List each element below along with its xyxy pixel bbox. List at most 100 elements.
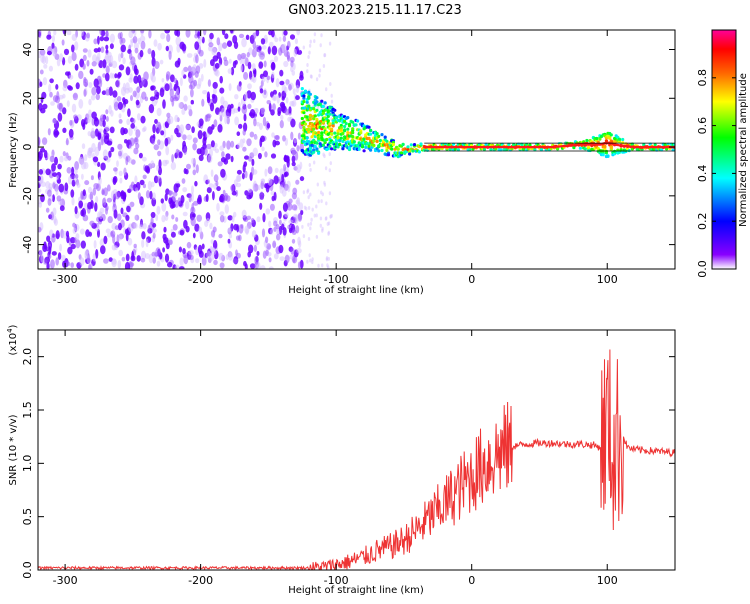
spectrogram-noise-blob xyxy=(214,62,220,69)
spectrogram-noise-blob xyxy=(183,103,188,111)
spectrogram-noise-blob xyxy=(251,158,255,166)
spectrogram-noise-blob xyxy=(219,211,225,217)
spectrogram-ridge-cell xyxy=(595,136,599,141)
spectrogram-noise-blob xyxy=(126,205,131,213)
spectrogram-noise-blob xyxy=(224,204,229,214)
spectrogram-noise-blob xyxy=(168,116,174,124)
spectrogram-ridge-cell xyxy=(321,120,325,124)
spectrogram-noise-blob xyxy=(113,101,119,111)
spectrogram-noise-blob xyxy=(110,146,115,153)
spectrogram-noise-blob xyxy=(93,240,97,249)
spectrogram-noise-blob xyxy=(67,85,72,90)
spectrogram-noise-blob xyxy=(289,34,296,40)
spectrogram-noise-blob xyxy=(154,61,160,69)
spectrogram-ridge-cell xyxy=(401,142,405,146)
spectrogram-noise-blob xyxy=(297,132,301,140)
spectrogram-noise-blob xyxy=(167,190,174,196)
spectrogram-noise-blob xyxy=(282,135,286,142)
spectrogram-noise-blob xyxy=(259,88,264,94)
spectrogram-noise-blob xyxy=(154,119,158,124)
spectrogram-noise-blob xyxy=(191,202,195,212)
spectrogram-noise-blob xyxy=(196,214,202,222)
spectrogram-noise-blob xyxy=(315,234,319,239)
spectrogram-noise-blob xyxy=(45,207,50,213)
spectrogram-noise-blob xyxy=(165,242,170,250)
spectrogram-plot-area xyxy=(38,30,675,269)
spectrogram-noise-blob xyxy=(294,38,298,45)
spectrogram-noise-blob xyxy=(250,217,255,224)
spectrogram-ridge-cell xyxy=(408,152,412,156)
spectrogram-noise-blob xyxy=(156,164,160,172)
spectrogram-noise-blob xyxy=(245,228,249,235)
spectrogram-noise-blob xyxy=(256,216,261,223)
spectrogram-ridge-cell xyxy=(326,119,330,123)
spectrogram-noise-blob xyxy=(135,142,140,149)
spectrogram-noise-blob xyxy=(292,88,296,95)
spectrogram-noise-blob xyxy=(173,96,179,102)
spectrogram-noise-blob xyxy=(91,61,97,67)
spectrogram-noise-blob xyxy=(197,244,203,255)
spectrogram-ridge-cell xyxy=(323,101,327,105)
spectrogram-noise-blob xyxy=(309,192,312,197)
spectrogram-noise-blob xyxy=(158,159,162,169)
spectrogram-noise-blob xyxy=(105,44,109,50)
spectrogram-noise-blob xyxy=(181,108,186,115)
spectrogram-noise-blob xyxy=(132,36,138,44)
spectrogram-noise-blob xyxy=(268,220,272,228)
spectrogram-noise-blob xyxy=(38,150,43,160)
spectrogram-noise-blob xyxy=(71,44,75,53)
spectrogram-noise-blob xyxy=(59,243,62,252)
spectrogram-noise-blob xyxy=(142,223,147,230)
spectrogram-noise-blob xyxy=(183,219,188,229)
spectrogram-noise-blob xyxy=(61,39,65,46)
spectrogram-noise-blob xyxy=(268,266,274,269)
spectrogram-noise-blob xyxy=(91,118,95,126)
spectrogram-noise-blob xyxy=(315,204,318,209)
spectrogram-noise-blob xyxy=(268,102,272,112)
spectrogram-noise-blob xyxy=(281,43,287,54)
spectrogram-noise-blob xyxy=(299,70,304,79)
chart-title: GN03.2023.215.11.17.C23 xyxy=(288,3,462,18)
spectrogram-noise-blob xyxy=(252,32,257,39)
spectrogram-noise-blob xyxy=(147,48,152,55)
spectrogram-noise-blob xyxy=(211,124,215,130)
spectrogram-noise-blob xyxy=(92,187,97,196)
spectrogram-noise-blob xyxy=(219,262,225,269)
spectrogram-ridge-cell xyxy=(315,108,319,112)
spectrogram-ridge-cell xyxy=(339,126,343,130)
spectrogram-noise-blob xyxy=(327,265,330,269)
spectrogram-noise-blob xyxy=(330,99,334,104)
spectrogram-noise-blob xyxy=(74,206,78,215)
spectrogram-noise-blob xyxy=(113,167,118,172)
spectrogram-noise-blob xyxy=(241,105,248,115)
spectrogram-noise-blob xyxy=(152,192,156,200)
spectrogram-noise-blob xyxy=(288,198,293,204)
spectrogram-noise-blob xyxy=(152,124,156,134)
spectrogram-noise-blob xyxy=(287,40,291,49)
spectrogram-noise-blob xyxy=(43,64,48,69)
spectrogram-noise-blob xyxy=(196,121,200,127)
snr-plot-area xyxy=(38,349,675,570)
spectrogram-noise-blob xyxy=(232,60,237,69)
spectrogram-noise-blob xyxy=(237,106,241,112)
spectrogram-noise-blob xyxy=(46,261,50,269)
spectrogram-noise-blob xyxy=(222,100,229,109)
spectrogram-noise-blob xyxy=(286,202,293,211)
spectrogram-ridge-cell xyxy=(344,144,348,148)
spectrogram-noise-blob xyxy=(65,71,70,76)
spectrogram-ridge-cell xyxy=(326,114,330,118)
spectrogram-ridge-cell xyxy=(586,145,591,149)
spectrogram-noise-blob xyxy=(48,65,54,72)
spectrogram-noise-blob xyxy=(260,265,266,269)
spectrogram-noise-blob xyxy=(51,234,56,243)
spectrogram-noise-blob xyxy=(309,258,312,263)
spectrogram-noise-blob xyxy=(238,234,242,242)
spectrogram-noise-blob xyxy=(164,253,170,263)
spectrogram-noise-blob xyxy=(202,90,208,95)
spectrogram-noise-blob xyxy=(82,48,88,53)
colorbar-tick-label: 0.6 xyxy=(696,117,709,135)
spectrogram-noise-blob xyxy=(118,170,123,177)
spectrogram-noise-blob xyxy=(145,238,149,248)
spectrogram-noise-blob xyxy=(108,150,112,158)
spectrogram-noise-blob xyxy=(154,89,158,95)
